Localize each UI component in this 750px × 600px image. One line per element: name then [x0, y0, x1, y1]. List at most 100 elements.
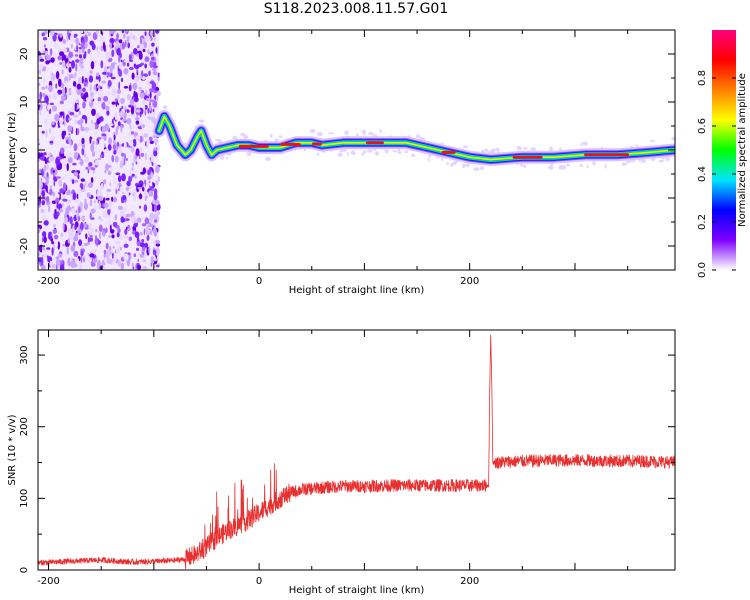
noise-speckle: [76, 44, 78, 53]
noise-speckle: [81, 147, 85, 156]
haze-speckle: [363, 133, 366, 136]
haze-speckle: [339, 150, 343, 153]
noise-speckle: [112, 221, 118, 228]
noise-speckle: [123, 142, 127, 149]
haze-speckle: [351, 151, 356, 156]
noise-speckle: [157, 72, 160, 78]
noise-speckle: [43, 236, 47, 244]
noise-speckle: [121, 191, 125, 195]
noise-speckle: [77, 215, 81, 222]
noise-speckle: [90, 208, 96, 214]
noise-speckle: [61, 130, 65, 140]
noise-speckle: [45, 60, 50, 65]
noise-speckle: [132, 262, 134, 267]
noise-speckle: [120, 262, 124, 270]
haze-speckle: [446, 162, 449, 165]
noise-speckle: [61, 158, 67, 166]
noise-speckle: [142, 266, 148, 270]
noise-speckle: [128, 227, 131, 231]
noise-speckle: [83, 34, 88, 44]
noise-speckle: [139, 147, 144, 152]
noise-speckle: [157, 176, 160, 183]
haze-speckle: [559, 147, 562, 151]
haze-speckle: [495, 147, 500, 152]
noise-speckle: [42, 214, 47, 220]
noise-speckle: [98, 202, 102, 210]
noise-speckle: [60, 194, 65, 199]
noise-speckle: [69, 111, 75, 116]
noise-speckle: [107, 206, 111, 210]
noise-speckle: [61, 203, 64, 208]
noise-speckle: [124, 60, 129, 63]
noise-speckle: [60, 94, 66, 102]
noise-speckle: [41, 32, 45, 37]
ridge-peak: [512, 155, 543, 159]
noise-speckle: [62, 182, 67, 192]
noise-speckle: [152, 70, 158, 76]
noise-speckle: [111, 88, 117, 97]
noise-speckle: [113, 196, 117, 203]
noise-speckle: [144, 197, 147, 202]
haze-speckle: [355, 133, 359, 136]
colorbar-tick-label: 0.4: [697, 166, 708, 182]
noise-speckle: [55, 258, 61, 267]
noise-speckle: [140, 62, 144, 66]
noise-speckle: [63, 46, 66, 55]
noise-speckle: [62, 111, 65, 120]
noise-speckle: [98, 74, 101, 83]
noise-speckle: [140, 120, 144, 124]
colorbar-tick-label: 0.0: [697, 262, 708, 278]
noise-speckle: [142, 75, 146, 81]
noise-speckle: [87, 228, 91, 232]
noise-speckle: [126, 180, 131, 187]
noise-speckle: [50, 30, 55, 37]
noise-speckle: [117, 94, 120, 99]
noise-speckle: [112, 246, 115, 249]
noise-speckle: [84, 51, 87, 57]
noise-speckle: [126, 190, 129, 198]
noise-speckle: [139, 232, 144, 236]
noise-speckle: [145, 230, 150, 236]
noise-speckle: [87, 32, 91, 37]
noise-speckle: [112, 139, 116, 145]
noise-speckle: [100, 60, 104, 69]
noise-speckle: [80, 42, 86, 51]
noise-speckle: [88, 237, 94, 242]
noise-speckle: [111, 101, 116, 105]
noise-speckle: [104, 124, 110, 132]
noise-speckle: [138, 154, 141, 160]
noise-speckle: [102, 211, 109, 219]
noise-speckle: [78, 188, 82, 195]
noise-speckle: [102, 230, 106, 238]
noise-speckle: [153, 192, 158, 201]
noise-speckle: [73, 171, 78, 177]
noise-speckle: [105, 163, 109, 171]
spectrogram-ytick-label: 0: [19, 147, 30, 153]
spectrogram-xtick-label: 0: [256, 276, 262, 287]
noise-speckle: [157, 144, 161, 151]
noise-speckle: [75, 258, 79, 263]
noise-speckle: [157, 211, 161, 215]
noise-speckle: [116, 47, 121, 56]
noise-speckle: [135, 161, 138, 165]
noise-speckle: [80, 250, 84, 257]
noise-speckle: [103, 149, 107, 153]
noise-speckle: [70, 245, 76, 252]
noise-speckle: [144, 152, 147, 161]
noise-speckle: [45, 232, 49, 239]
noise-speckle: [38, 180, 43, 190]
noise-speckle: [149, 104, 152, 112]
noise-speckle: [128, 84, 132, 92]
noise-speckle: [41, 265, 44, 269]
noise-speckle: [90, 223, 93, 230]
noise-speckle: [82, 183, 85, 191]
noise-speckle: [114, 180, 117, 185]
noise-speckle: [152, 249, 157, 256]
noise-speckle: [117, 148, 123, 155]
noise-speckle: [91, 140, 95, 145]
noise-speckle: [69, 216, 73, 225]
noise-speckle: [114, 214, 118, 221]
noise-speckle: [134, 170, 138, 174]
noise-speckle: [116, 32, 119, 40]
noise-speckle: [118, 70, 123, 77]
